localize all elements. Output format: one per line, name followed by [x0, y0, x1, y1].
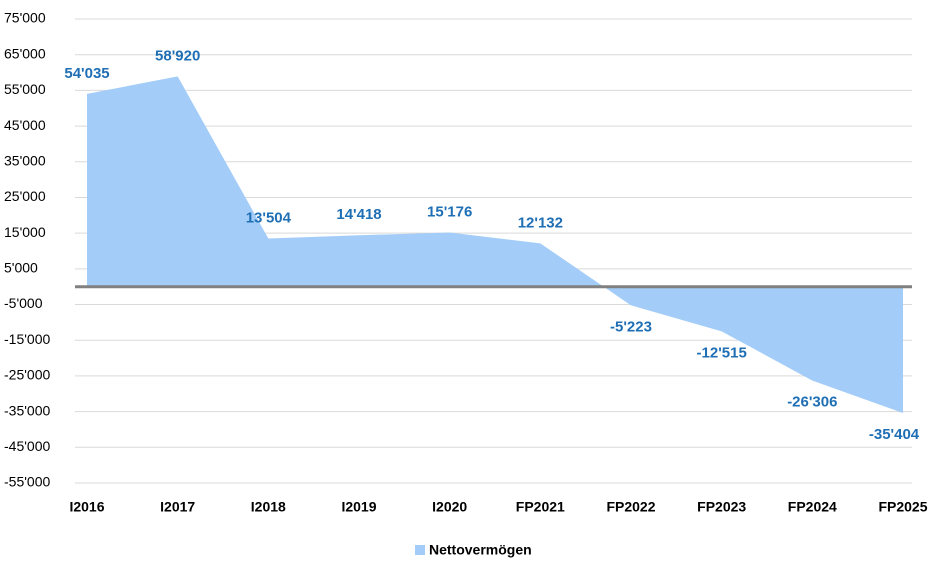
y-tick-label: 25'000	[4, 188, 46, 204]
x-tick-label: I2017	[160, 499, 195, 515]
y-tick-label: 75'000	[4, 10, 46, 26]
y-tick-label: 15'000	[4, 224, 46, 240]
y-tick-label: 35'000	[4, 152, 46, 168]
x-tick-label: FP2025	[878, 499, 927, 515]
value-label: 54'035	[64, 65, 109, 82]
area	[87, 76, 903, 414]
value-label: 14'418	[336, 206, 381, 223]
x-tick-label: I2018	[251, 499, 286, 515]
y-tick-label: -25'000	[4, 367, 50, 383]
value-label: -26'306	[787, 394, 837, 411]
y-tick-label: -35'000	[4, 402, 50, 418]
legend-label: Nettovermögen	[429, 542, 532, 558]
x-tick-label: I2020	[432, 499, 467, 515]
value-label: 12'132	[518, 214, 563, 231]
value-label: 58'920	[155, 47, 200, 64]
value-label: 15'176	[427, 203, 472, 220]
value-label: 13'504	[246, 209, 292, 226]
legend-swatch	[415, 545, 425, 555]
y-tick-label: -5'000	[4, 295, 43, 311]
y-tick-label: -15'000	[4, 331, 50, 347]
x-tick-label: FP2023	[697, 499, 746, 515]
y-tick-label: 5'000	[4, 260, 38, 276]
x-tick-label: FP2022	[606, 499, 655, 515]
y-tick-label: 55'000	[4, 81, 46, 97]
value-label: -5'223	[610, 318, 652, 335]
y-tick-label: -45'000	[4, 438, 50, 454]
x-tick-label: I2019	[341, 499, 376, 515]
x-tick-label: FP2021	[516, 499, 565, 515]
value-label: -12'515	[697, 344, 747, 361]
x-tick-label: I2016	[69, 499, 104, 515]
x-tick-label: FP2024	[788, 499, 837, 515]
y-tick-label: -55'000	[4, 474, 50, 490]
y-tick-label: 45'000	[4, 117, 46, 133]
value-label: -35'404	[869, 426, 920, 443]
y-tick-label: 65'000	[4, 45, 46, 61]
